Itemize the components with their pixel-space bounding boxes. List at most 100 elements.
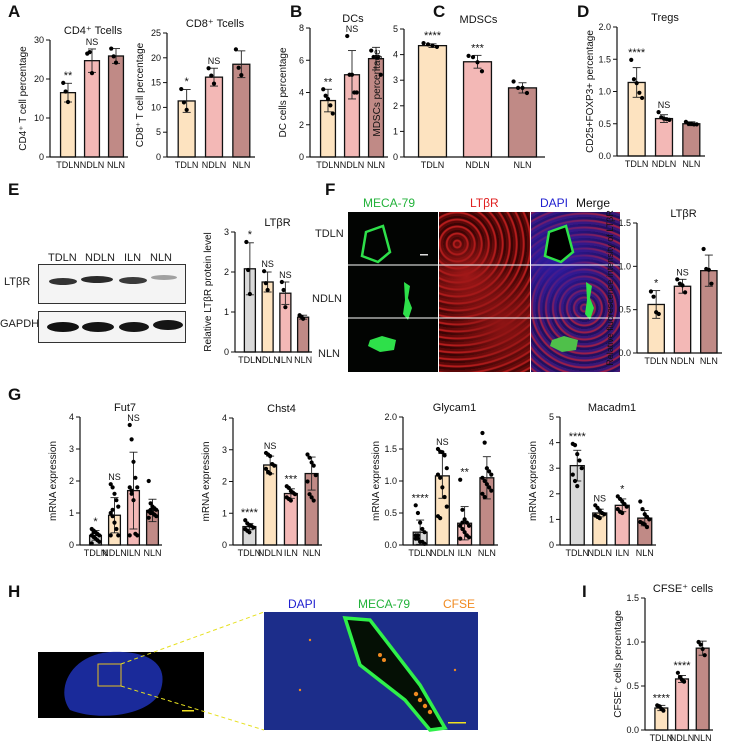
data-point	[345, 33, 350, 39]
data-point	[577, 458, 582, 463]
data-point	[486, 485, 492, 490]
significance-label: NS	[208, 56, 221, 66]
significance-label: ****	[569, 431, 587, 443]
x-tick-label: TDLN	[175, 160, 199, 170]
data-point	[475, 60, 480, 65]
data-point	[97, 533, 102, 538]
data-point	[444, 466, 449, 471]
y-tick-label: 10	[151, 102, 161, 112]
x-tick-label: ILN	[458, 548, 472, 558]
y-tick-label: 0	[69, 540, 74, 550]
y-tick-label: 1	[393, 126, 398, 136]
x-tick-label: TDLN	[421, 160, 445, 170]
x-tick-label: TDLN	[238, 548, 262, 558]
data-point	[706, 267, 711, 272]
blot-ltbr	[38, 264, 186, 304]
data-point	[435, 472, 441, 477]
panel-label-h: H	[8, 582, 21, 601]
chart-title: CD4⁺ Tcells	[64, 25, 123, 37]
data-point	[65, 99, 71, 105]
data-point	[579, 466, 584, 471]
data-point	[354, 90, 359, 95]
y-tick-label: 5	[156, 127, 161, 137]
bar-chart: **** TDLN NS NDLN *** ILN NLN 0 1 2 3 4 Chst4 mRNA ex…	[201, 403, 322, 558]
y-tick-label: 1.0	[618, 261, 631, 271]
bar	[674, 678, 690, 731]
x-tick-label: NLN	[478, 548, 496, 558]
chart-title: Tregs	[651, 12, 679, 24]
y-tick-label: 3	[393, 75, 398, 85]
data-point	[700, 646, 705, 652]
x-tick-label: NLN	[636, 548, 654, 558]
y-tick-label: 1.5	[598, 54, 611, 64]
data-point	[440, 450, 445, 455]
y-axis-label: CD4⁺ T cell percentage	[18, 46, 29, 151]
data-point	[97, 539, 102, 544]
y-tick-label: 2.0	[598, 22, 611, 32]
y-axis-label: CFSE⁺ cells percentage	[613, 610, 624, 718]
chart-title: CFSE⁺ cells	[653, 583, 714, 595]
chart-title: MDSCs	[460, 14, 498, 26]
panel-label-c: C	[433, 2, 446, 21]
y-tick-label: 2.0	[384, 412, 397, 422]
data-point	[114, 526, 119, 532]
data-point	[656, 110, 661, 115]
data-point	[116, 504, 121, 509]
x-tick-label: NDLN	[340, 160, 365, 170]
data-point	[430, 43, 435, 48]
significance-label: ***	[284, 473, 298, 485]
data-point	[108, 533, 113, 538]
significance-label: *	[248, 229, 253, 241]
channel-label-dapi: DAPI	[288, 597, 317, 611]
significance-label: ****	[653, 692, 671, 704]
data-point	[305, 479, 310, 484]
data-point	[239, 73, 244, 78]
bar	[296, 316, 310, 353]
chart-title: Macadm1	[588, 402, 636, 414]
x-tick-label: ILN	[278, 355, 292, 365]
significance-label: NS	[658, 100, 671, 110]
data-point	[376, 54, 381, 60]
y-tick-label: 0.0	[626, 725, 639, 735]
significance-label: ****	[628, 47, 646, 59]
chart-title: Chst4	[267, 403, 296, 415]
significance-label: *	[654, 278, 659, 290]
data-point	[415, 510, 421, 516]
data-point	[268, 471, 273, 476]
y-tick-label: 2	[222, 477, 227, 487]
data-point	[480, 475, 485, 480]
data-point	[61, 80, 66, 85]
y-tick-label: 2	[299, 120, 304, 130]
y-tick-label: 3	[549, 463, 554, 473]
x-tick-label: NDLN	[258, 548, 283, 558]
data-point	[129, 437, 134, 442]
bar	[261, 281, 274, 353]
y-axis-label: CD8⁺ T cell percentage	[135, 42, 146, 147]
data-point	[209, 73, 214, 78]
data-point	[640, 507, 645, 512]
y-axis-label: MDSCs percentage	[372, 49, 383, 137]
data-point	[246, 267, 251, 273]
data-point	[637, 90, 642, 95]
x-tick-label: NLN	[694, 733, 712, 743]
bar-chart: * TDLN NS NDLN NLN 0.0 0.5 1.0 1.5 LTβR Relative f…	[605, 208, 722, 366]
y-tick-label: 0.0	[384, 540, 397, 550]
data-point	[251, 525, 256, 530]
x-tick-label: TDLN	[84, 548, 108, 558]
significance-label: **	[324, 76, 333, 88]
channel-label-merge: Merge	[576, 196, 611, 210]
data-point	[262, 269, 267, 274]
data-point	[265, 287, 270, 293]
data-point	[484, 466, 489, 471]
data-point	[460, 507, 465, 512]
panel-label-a: A	[8, 2, 21, 21]
data-point	[675, 670, 680, 675]
y-tick-label: 1.5	[384, 444, 397, 454]
significance-label: NS	[86, 37, 99, 47]
data-point	[268, 454, 273, 459]
data-point	[434, 44, 440, 50]
data-point	[279, 279, 284, 285]
bar	[263, 464, 278, 546]
y-tick-label: 0	[549, 540, 554, 550]
chart-title: Fut7	[114, 402, 136, 414]
